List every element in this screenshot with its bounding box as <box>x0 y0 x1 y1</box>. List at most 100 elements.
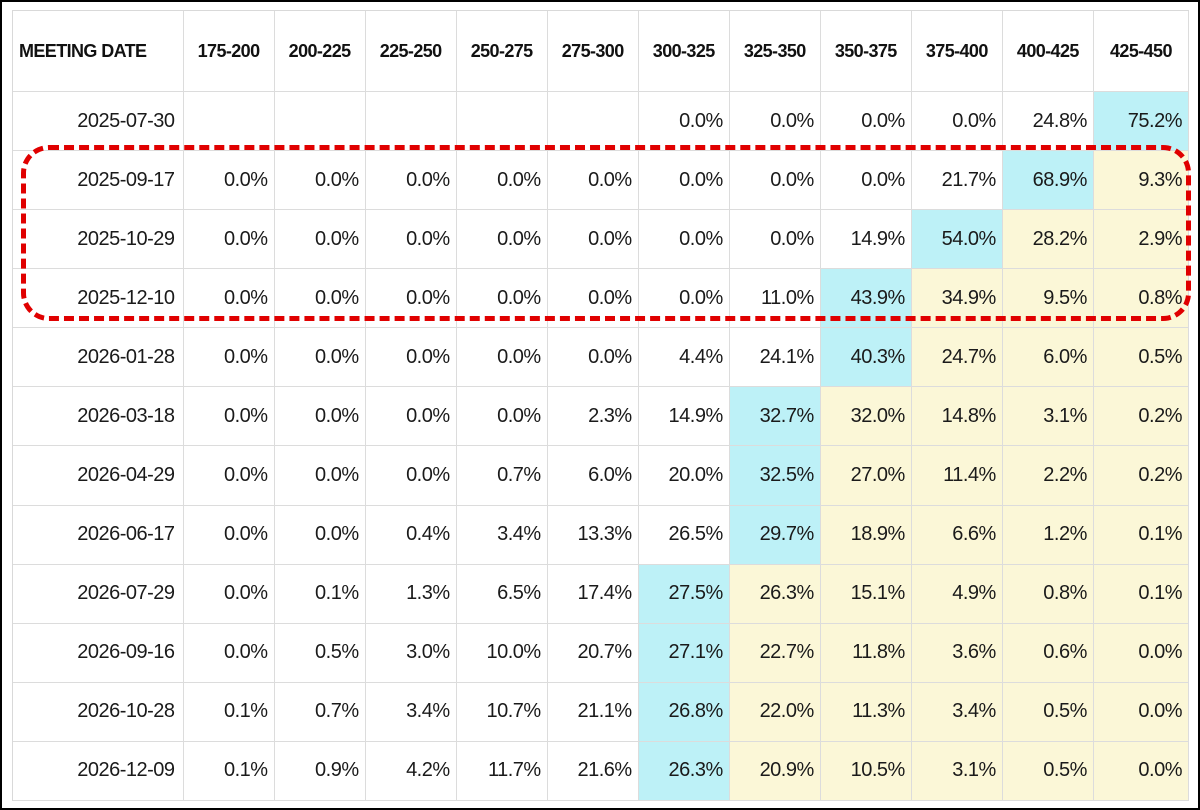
header-rate-range[interactable]: 400-425 <box>1002 11 1094 92</box>
probability-cell: 0.0% <box>911 91 1003 152</box>
probability-cell: 9.5% <box>1002 268 1094 329</box>
probability-cell: 18.9% <box>820 505 912 565</box>
probability-cell: 3.1% <box>1002 386 1094 447</box>
header-rate-range[interactable]: 350-375 <box>820 11 912 92</box>
probability-cell: 0.9% <box>274 741 366 802</box>
probability-cell: 6.5% <box>456 564 548 624</box>
table-row: 2026-01-28 0.0% 0.0% 0.0% 0.0% 0.0% 4.4% 24.1% 4… <box>13 327 1190 388</box>
probability-cell: 11.7% <box>456 741 548 802</box>
meeting-date-cell: 2025-10-29 <box>13 209 184 270</box>
probability-cell: 24.1% <box>729 327 821 388</box>
probability-cell: 3.1% <box>911 741 1003 802</box>
probability-cell: 0.0% <box>274 445 366 506</box>
meeting-date-cell: 2026-06-17 <box>13 505 184 565</box>
header-rate-range[interactable]: 175-200 <box>183 11 275 92</box>
probability-cell: 32.5% <box>729 445 821 506</box>
header-rate-range[interactable]: 375-400 <box>911 11 1003 92</box>
probability-cell: 11.4% <box>911 445 1003 506</box>
probability-cell: 3.4% <box>365 682 457 742</box>
probability-cell: 2.3% <box>547 386 639 447</box>
probability-cell: 32.0% <box>820 386 912 447</box>
probability-cell <box>456 91 548 152</box>
probability-cell: 75.2% <box>1093 91 1190 152</box>
probability-cell: 0.0% <box>729 91 821 152</box>
probability-cell: 14.9% <box>820 209 912 270</box>
table-row: 2025-10-29 0.0% 0.0% 0.0% 0.0% 0.0% 0.0% 0.0% 14… <box>13 209 1190 270</box>
probability-cell: 21.6% <box>547 741 639 802</box>
probability-cell: 3.0% <box>365 623 457 683</box>
probability-cell: 26.3% <box>638 741 730 802</box>
table-row: 2026-06-17 0.0% 0.0% 0.4% 3.4% 13.3% 26.5% 29.7… <box>13 505 1190 565</box>
table-row: 2025-09-17 0.0% 0.0% 0.0% 0.0% 0.0% 0.0% 0.0% 0.… <box>13 150 1190 211</box>
meeting-date-cell: 2025-12-10 <box>13 268 184 329</box>
probability-cell: 0.0% <box>638 91 730 152</box>
header-rate-range[interactable]: 325-350 <box>729 11 821 92</box>
header-meeting-date[interactable]: MEETING DATE <box>13 11 184 92</box>
probability-cell: 0.0% <box>820 91 912 152</box>
probability-cell: 0.0% <box>183 327 275 388</box>
probability-cell: 2.9% <box>1093 209 1190 270</box>
probability-cell: 32.7% <box>729 386 821 447</box>
probability-cell <box>365 91 457 152</box>
probability-cell: 24.7% <box>911 327 1003 388</box>
probability-cell: 0.4% <box>365 505 457 565</box>
header-rate-range[interactable]: 425-450 <box>1093 11 1190 92</box>
probability-cell: 0.0% <box>1093 623 1190 683</box>
probability-cell: 10.7% <box>456 682 548 742</box>
probability-cell: 0.0% <box>729 209 821 270</box>
meeting-date-cell: 2026-07-29 <box>13 564 184 624</box>
probability-cell: 0.7% <box>274 682 366 742</box>
probability-table-container: MEETING DATE 175-200 200-225 225-250 250… <box>12 10 1190 802</box>
probability-cell: 27.5% <box>638 564 730 624</box>
probability-cell: 22.7% <box>729 623 821 683</box>
table-row: 2026-12-09 0.1% 0.9% 4.2% 11.7% 21.6% 26.3% 20.… <box>13 741 1190 802</box>
probability-cell: 0.5% <box>1002 741 1094 802</box>
probability-cell: 13.3% <box>547 505 639 565</box>
table-row: 2025-12-10 0.0% 0.0% 0.0% 0.0% 0.0% 0.0% 11.0% 4… <box>13 268 1190 329</box>
table-row: 2026-10-28 0.1% 0.7% 3.4% 10.7% 21.1% 26.8% 22.… <box>13 682 1190 742</box>
probability-cell: 26.3% <box>729 564 821 624</box>
probability-cell: 4.4% <box>638 327 730 388</box>
probability-cell: 0.5% <box>1002 682 1094 742</box>
probability-cell: 0.2% <box>1093 445 1190 506</box>
probability-cell: 0.0% <box>638 268 730 329</box>
header-rate-range[interactable]: 300-325 <box>638 11 730 92</box>
meeting-date-cell: 2025-07-30 <box>13 91 184 152</box>
probability-cell: 6.6% <box>911 505 1003 565</box>
probability-cell: 10.5% <box>820 741 912 802</box>
header-rate-range[interactable]: 200-225 <box>274 11 366 92</box>
probability-cell: 0.6% <box>1002 623 1094 683</box>
meeting-date-cell: 2026-01-28 <box>13 327 184 388</box>
probability-cell: 0.0% <box>365 445 457 506</box>
probability-cell: 0.8% <box>1002 564 1094 624</box>
probability-cell: 17.4% <box>547 564 639 624</box>
header-rate-range[interactable]: 275-300 <box>547 11 639 92</box>
meeting-date-cell: 2026-09-16 <box>13 623 184 683</box>
table-row: 2026-09-16 0.0% 0.5% 3.0% 10.0% 20.7% 27.1% 22.… <box>13 623 1190 683</box>
probability-cell: 22.0% <box>729 682 821 742</box>
probability-cell: 4.9% <box>911 564 1003 624</box>
probability-cell: 20.7% <box>547 623 639 683</box>
meeting-date-cell: 2025-09-17 <box>13 150 184 211</box>
probability-cell: 0.0% <box>456 209 548 270</box>
table-row: 2026-03-18 0.0% 0.0% 0.0% 0.0% 2.3% 14.9% 32.7%… <box>13 386 1190 447</box>
probability-cell: 20.9% <box>729 741 821 802</box>
probability-cell <box>274 91 366 152</box>
table-body: 2025-07-30 0.0% 0.0% 0.0% 0.0% 24.8% 75.2% 2025… <box>13 91 1190 802</box>
rate-probability-table: MEETING DATE 175-200 200-225 225-250 250… <box>13 11 1190 802</box>
header-rate-range[interactable]: 250-275 <box>456 11 548 92</box>
table-row: 2026-07-29 0.0% 0.1% 1.3% 6.5% 17.4% 27.5% 26.3… <box>13 564 1190 624</box>
probability-cell: 68.9% <box>1002 150 1094 211</box>
probability-cell: 0.0% <box>365 209 457 270</box>
probability-cell: 28.2% <box>1002 209 1094 270</box>
probability-cell: 0.5% <box>274 623 366 683</box>
probability-cell: 11.3% <box>820 682 912 742</box>
probability-cell: 0.0% <box>547 268 639 329</box>
meeting-date-cell: 2026-03-18 <box>13 386 184 447</box>
meeting-date-cell: 2026-12-09 <box>13 741 184 802</box>
header-rate-range[interactable]: 225-250 <box>365 11 457 92</box>
probability-cell: 3.4% <box>911 682 1003 742</box>
probability-cell: 4.2% <box>365 741 457 802</box>
probability-cell: 3.4% <box>456 505 548 565</box>
probability-cell: 0.0% <box>638 209 730 270</box>
